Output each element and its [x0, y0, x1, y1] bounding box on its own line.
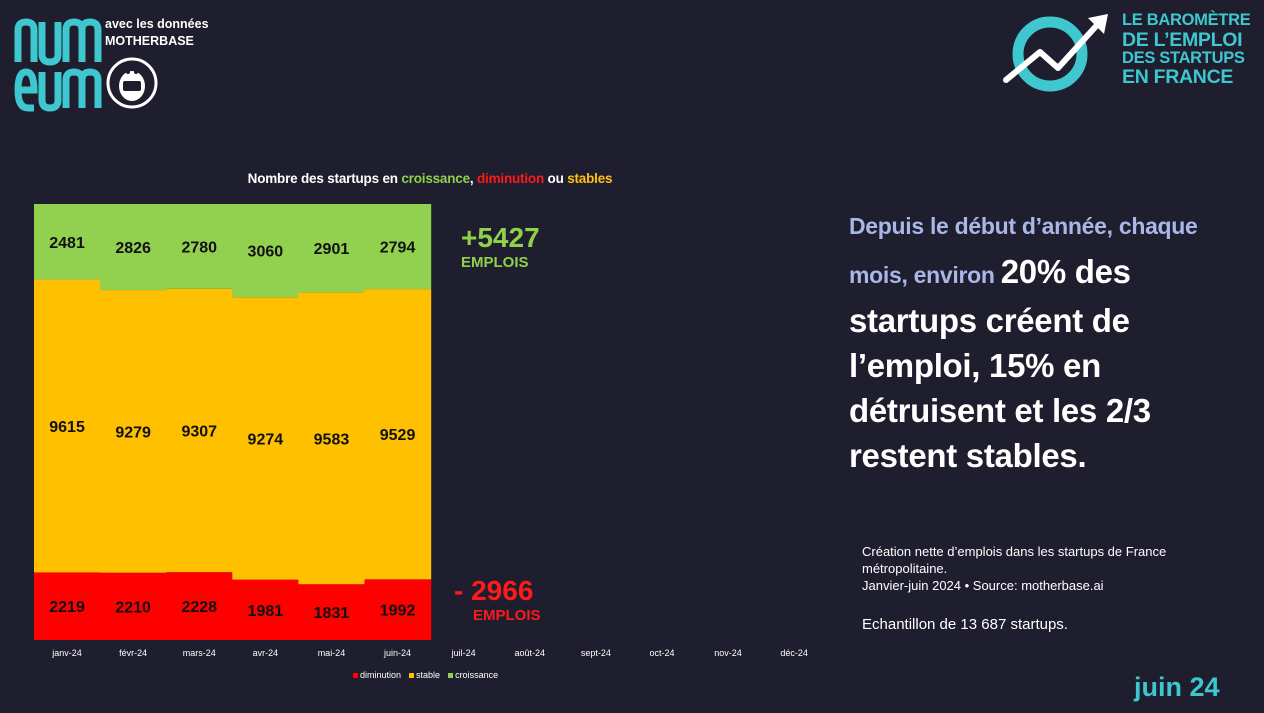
partner-credit: avec les données MOTHERBASE	[105, 16, 209, 50]
bar-stable-1	[100, 290, 167, 573]
kpi-jobs-created: +5427 EMPLOIS	[461, 223, 540, 273]
partner-line-2: MOTHERBASE	[105, 34, 194, 48]
chart-title: Nombre des startups en croissance, dimin…	[170, 171, 690, 186]
data-label-diminution-1: 2210	[115, 599, 151, 616]
trend-arrow-icon	[1003, 14, 1108, 92]
numeum-logo	[14, 18, 102, 112]
barometre-line-2: DE L’EMPLOI	[1122, 28, 1243, 51]
partner-line-1: avec les données	[105, 17, 209, 31]
barometre-logo: LE BAROMÈTRE DE L’EMPLOI DES STARTUPS EN…	[1000, 8, 1251, 92]
chart-title-sep-1: ,	[469, 171, 478, 186]
x-tick-label-11: déc-24	[780, 648, 808, 658]
stacked-bar-chart: 2219 9615 2481 janv-24 2210 9279 2826 févr-24 22…	[34, 204, 808, 658]
bar-diminution-2	[166, 572, 233, 640]
kpi-jobs-created-value: +5427	[461, 222, 540, 253]
barometre-line-3: DES STARTUPS	[1122, 48, 1245, 67]
x-tick-label-5: juin-24	[383, 648, 411, 658]
headline: Depuis le début d’année, chaque mois, en…	[849, 200, 1249, 478]
kpi-jobs-destroyed: - 2966 EMPLOIS	[454, 576, 541, 626]
x-tick-label-7: août-24	[514, 648, 545, 658]
data-label-diminution-2: 2228	[181, 599, 217, 616]
x-tick-label-6: juil-24	[451, 648, 476, 658]
x-tick-label-10: nov-24	[714, 648, 742, 658]
source-note: Création nette d’emplois dans les startu…	[862, 543, 1242, 594]
data-label-diminution-4: 1831	[314, 605, 350, 622]
x-tick-label-3: avr-24	[253, 648, 279, 658]
legend-swatch-stable	[409, 672, 415, 678]
headline-key-message: 20% des startups créent de l’emploi, 15%…	[849, 253, 1151, 474]
source-note-line-2: Janvier-juin 2024 • Source: motherbase.a…	[862, 578, 1104, 593]
legend-label-diminution: diminution	[360, 670, 402, 680]
legend-label-croissance: croissance	[455, 670, 499, 680]
barometre-line-4: EN FRANCE	[1122, 66, 1234, 88]
sample-size: Echantillon de 13 687 startups.	[862, 616, 1068, 633]
chart-title-sep-2: ou	[544, 171, 568, 186]
x-tick-label-4: mai-24	[318, 648, 346, 658]
bar-croissance-5	[364, 204, 432, 290]
motherbase-robot-icon	[106, 57, 158, 109]
kpi-jobs-destroyed-label: EMPLOIS	[473, 607, 541, 624]
kpi-jobs-created-label: EMPLOIS	[461, 254, 529, 271]
data-label-stable-5: 9529	[380, 427, 416, 444]
barometre-line-1: LE BAROMÈTRE	[1122, 11, 1251, 29]
bar-croissance-1	[100, 204, 167, 291]
bar-croissance-0	[34, 204, 101, 280]
x-tick-label-2: mars-24	[183, 648, 216, 658]
bar-diminution-4	[298, 584, 366, 640]
chart-title-decrease: diminution	[477, 171, 544, 186]
data-label-stable-3: 9274	[248, 431, 284, 448]
legend-swatch-croissance	[448, 672, 454, 678]
chart-title-prefix: Nombre des startups en	[247, 171, 402, 186]
chart-title-stable: stables	[567, 171, 613, 186]
x-tick-label-8: sept-24	[581, 648, 611, 658]
data-label-stable-2: 9307	[181, 423, 217, 440]
barometre-title: LE BAROMÈTRE DE L’EMPLOI DES STARTUPS EN…	[1122, 11, 1252, 88]
data-label-croissance-5: 2794	[380, 240, 416, 257]
data-label-croissance-1: 2826	[115, 240, 151, 257]
data-label-diminution-5: 1992	[380, 603, 416, 620]
chart-legend: diminution stable croissance	[353, 670, 498, 680]
bar-stable-3	[232, 297, 299, 580]
legend-item-diminution: diminution	[353, 670, 401, 680]
headline-end: .	[1077, 437, 1087, 474]
data-label-croissance-0: 2481	[49, 235, 85, 252]
data-label-stable-0: 9615	[49, 419, 85, 436]
bar-stable-4	[298, 292, 366, 585]
bar-croissance-4	[298, 204, 366, 293]
bar-diminution-0	[34, 572, 101, 640]
x-tick-label-1: févr-24	[119, 648, 147, 658]
data-label-diminution-3: 1981	[248, 603, 284, 620]
data-label-croissance-3: 3060	[248, 244, 284, 261]
x-tick-label-9: oct-24	[649, 648, 674, 658]
headline-intro: Depuis le début d’année, chaque mois, en…	[849, 213, 1198, 288]
bar-croissance-3	[232, 204, 299, 298]
bar-diminution-3	[232, 579, 299, 640]
bar-diminution-5	[364, 579, 432, 640]
kpi-jobs-destroyed-value: - 2966	[454, 575, 534, 606]
legend-swatch-diminution	[353, 672, 358, 678]
data-label-stable-1: 9279	[115, 424, 151, 441]
data-label-croissance-4: 2901	[314, 241, 350, 258]
chart-title-growth: croissance	[401, 171, 470, 186]
edition-date: juin 24	[1134, 672, 1220, 702]
bar-stable-2	[166, 288, 233, 573]
bar-stable-0	[34, 279, 101, 573]
data-label-croissance-2: 2780	[181, 239, 217, 256]
data-label-stable-4: 9583	[314, 431, 350, 448]
bar-diminution-1	[100, 572, 167, 640]
legend-label-stable: stable	[416, 670, 441, 680]
bar-stable-5	[364, 289, 432, 580]
legend-item-stable: stable	[409, 670, 440, 680]
source-note-line-1: Création nette d’emplois dans les startu…	[862, 544, 1167, 576]
x-tick-label-0: janv-24	[51, 648, 82, 658]
legend-item-croissance: croissance	[448, 670, 498, 680]
bar-croissance-2	[166, 204, 233, 289]
data-label-diminution-0: 2219	[49, 599, 85, 616]
